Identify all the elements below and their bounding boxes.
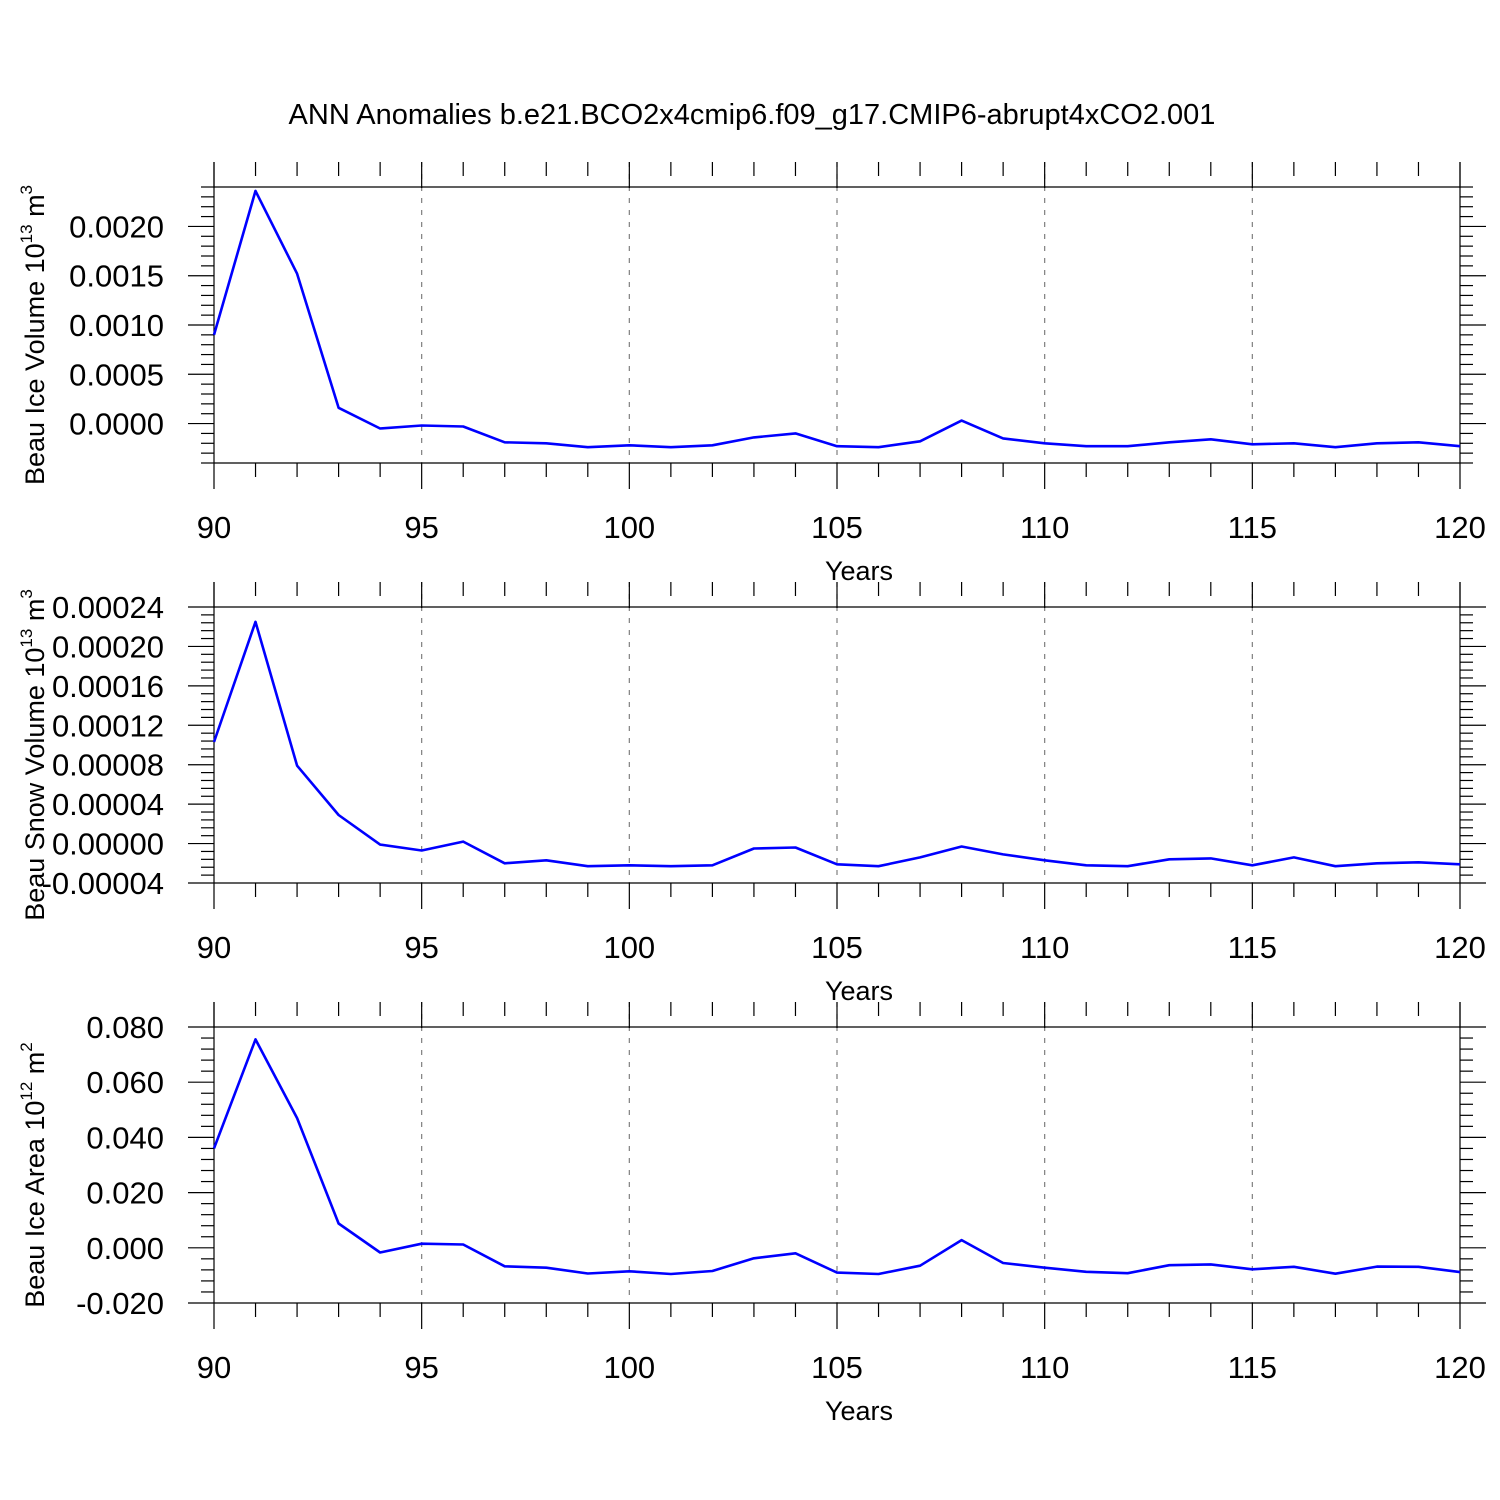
x-tick-label: 105 <box>811 930 863 965</box>
y-tick-label: 0.060 <box>86 1065 164 1100</box>
panel-2: 90 95 100 105 110 115 120 -0.00004 0.00000 0.0000… <box>17 582 1486 1006</box>
series-line <box>212 189 1461 449</box>
y-tick-label: 0.00024 <box>52 590 164 625</box>
x-axis-title: Years <box>825 976 893 1006</box>
x-tick-label: 100 <box>603 930 655 965</box>
x-tick-label: 115 <box>1228 510 1277 545</box>
y-tick-label: 0.00008 <box>52 748 164 783</box>
y-tick-label: 0.040 <box>86 1120 164 1155</box>
y-tick-label: 0.0000 <box>69 407 164 442</box>
y-axis-title: Beau Ice Volume 1013 m3 <box>17 185 50 485</box>
x-axis-title: Years <box>825 556 893 586</box>
y-tick-label: 0.00012 <box>52 708 164 743</box>
chart-title: ANN Anomalies b.e21.BCO2x4cmip6.f09_g17.… <box>289 99 1216 131</box>
x-axis-title: Years <box>825 1396 893 1426</box>
x-tick-label: 110 <box>1020 510 1069 545</box>
x-tick-label: 100 <box>603 510 655 545</box>
x-tick-label: 95 <box>404 930 438 965</box>
y-tick-label: 0.00000 <box>52 827 164 862</box>
x-tick-label: 120 <box>1434 1350 1486 1385</box>
x-tick-label: 90 <box>197 930 231 965</box>
y-tick-label: 0.0010 <box>69 308 164 343</box>
y-tick-label: 0.00016 <box>52 669 164 704</box>
y-axis-title: Beau Ice Area 1012 m2 <box>17 1042 50 1308</box>
x-tick-label: 110 <box>1020 930 1069 965</box>
y-tick-label: 0.00020 <box>52 629 164 664</box>
x-tick-label: 120 <box>1434 510 1486 545</box>
x-tick-label: 95 <box>404 510 438 545</box>
y-tick-label: -0.00004 <box>42 866 164 901</box>
chart-panels: 90 95 100 105 110 115 120 0.0000 0.0005 0.0010 0.0… <box>17 162 1486 1426</box>
x-tick-label: 100 <box>603 1350 655 1385</box>
x-tick-label: 95 <box>404 1350 438 1385</box>
x-tick-label: 120 <box>1434 930 1486 965</box>
y-axis-title: Beau Snow Volume 1013 m3 <box>17 589 50 921</box>
x-tick-label: 115 <box>1228 1350 1277 1385</box>
series-line <box>212 1038 1461 1276</box>
panel-3: 90 95 100 105 110 115 120 -0.020 0.000 0.020 0.040… <box>17 1002 1486 1426</box>
x-tick-label: 105 <box>811 1350 863 1385</box>
y-tick-label: 0.020 <box>86 1176 164 1211</box>
y-tick-label: 0.080 <box>86 1010 164 1045</box>
y-tick-label: 0.00004 <box>52 787 164 822</box>
x-tick-label: 90 <box>197 1350 231 1385</box>
x-tick-label: 115 <box>1228 930 1277 965</box>
x-tick-label: 110 <box>1020 1350 1069 1385</box>
panel-1: 90 95 100 105 110 115 120 0.0000 0.0005 0.0010 0.0… <box>17 162 1486 586</box>
y-tick-label: 0.0005 <box>69 357 164 392</box>
y-tick-label: 0.0020 <box>69 209 164 244</box>
series-line <box>212 620 1461 868</box>
y-tick-label: -0.020 <box>76 1286 164 1321</box>
y-tick-label: 0.0015 <box>69 259 164 294</box>
x-tick-label: 90 <box>197 510 231 545</box>
y-tick-label: 0.000 <box>86 1231 164 1266</box>
x-tick-label: 105 <box>811 510 863 545</box>
